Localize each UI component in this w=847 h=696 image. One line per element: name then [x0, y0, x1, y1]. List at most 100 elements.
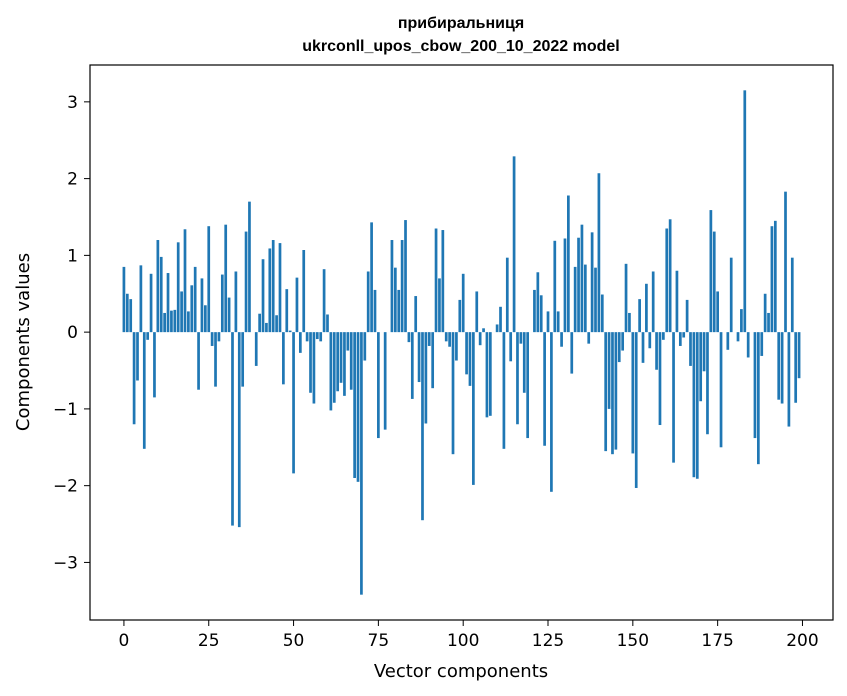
bar-188	[760, 332, 764, 356]
bar-182	[740, 309, 743, 333]
bar-179	[729, 257, 733, 333]
bar-83	[404, 220, 407, 333]
bar-82	[400, 240, 404, 333]
bar-61	[329, 332, 333, 411]
bar-151	[634, 332, 638, 488]
y-axis-label: Components values	[13, 253, 34, 431]
bar-54	[305, 332, 309, 342]
bar-63	[336, 332, 340, 392]
bar-157	[655, 332, 658, 370]
bar-49	[288, 330, 292, 333]
x-tick-label: 0	[119, 631, 130, 651]
bar-189	[763, 293, 767, 333]
bar-144	[611, 332, 614, 455]
bar-9	[153, 332, 156, 398]
bar-116	[516, 332, 519, 425]
bar-74	[373, 289, 377, 333]
bar-166	[685, 299, 689, 333]
bar-115	[512, 156, 516, 333]
bar-18	[183, 229, 187, 333]
bar-23	[200, 278, 204, 333]
bar-52	[298, 332, 302, 353]
bar-122	[536, 272, 540, 333]
bar-150	[631, 332, 635, 454]
bar-118	[522, 332, 526, 393]
x-tick-label: 200	[786, 631, 818, 651]
bar-154	[645, 283, 648, 333]
bar-75	[377, 332, 380, 439]
bar-149	[628, 312, 631, 333]
y-axis-ticks: −3 −2 −1 0 1 2 3	[53, 93, 90, 573]
bar-87	[417, 332, 421, 383]
bar-68	[353, 332, 356, 478]
bar-36	[244, 231, 248, 333]
x-tick-label: 150	[617, 631, 649, 651]
bar-4	[136, 332, 139, 381]
bar-28	[217, 332, 221, 342]
bar-119	[526, 332, 530, 439]
bar-167	[689, 332, 692, 366]
bar-175	[716, 291, 719, 333]
bar-51	[295, 277, 299, 333]
bar-106	[482, 328, 485, 333]
bar-176	[719, 332, 723, 448]
x-axis-ticks: 0 25 50 75 100 125 150 175 200	[119, 620, 819, 651]
bar-58	[319, 332, 323, 342]
bar-132	[570, 332, 574, 374]
bar-1	[125, 293, 129, 333]
bar-21	[193, 266, 197, 333]
bar-22	[197, 332, 200, 390]
bar-12	[163, 312, 166, 333]
bar-16	[176, 242, 180, 333]
bar-88	[421, 332, 424, 521]
bar-181	[736, 332, 740, 342]
bar-102	[468, 332, 472, 386]
bar-64	[339, 332, 343, 383]
x-tick-label: 50	[283, 631, 305, 651]
bar-11	[159, 256, 163, 333]
bar-164	[678, 332, 682, 346]
bar-60	[326, 314, 329, 333]
x-tick-label: 25	[198, 631, 220, 651]
bar-146	[617, 332, 621, 363]
bar-123	[539, 295, 543, 333]
bar-127	[553, 240, 557, 333]
bar-98	[455, 332, 458, 361]
bar-26	[210, 332, 214, 346]
bar-131	[567, 195, 570, 333]
chart-title-line2: ukrconll_upos_cbow_200_10_2022 model	[302, 38, 619, 55]
bar-66	[346, 332, 350, 351]
bar-143	[607, 332, 611, 409]
bar-71	[363, 332, 367, 361]
bar-97	[451, 332, 455, 455]
bar-56	[312, 332, 316, 404]
y-tick-label: 3	[67, 93, 78, 113]
bar-48	[285, 289, 289, 333]
bar-96	[448, 332, 451, 347]
bar-67	[349, 332, 353, 390]
bar-45	[275, 315, 278, 333]
bar-72	[366, 271, 370, 333]
bar-199	[797, 332, 801, 379]
bar-183	[743, 90, 747, 333]
bar-65	[343, 332, 346, 396]
bar-139	[594, 267, 597, 333]
bar-158	[658, 332, 662, 426]
bar-170	[699, 332, 703, 402]
bar-95	[444, 332, 448, 342]
y-tick-label: −1	[53, 400, 78, 420]
bar-93	[438, 278, 441, 333]
bar-104	[475, 291, 479, 333]
bar-25	[207, 226, 211, 333]
bar-107	[485, 332, 489, 418]
bar-46	[278, 243, 282, 333]
bar-32	[231, 332, 234, 526]
bar-40	[258, 313, 261, 333]
bar-10	[156, 240, 160, 333]
bar-73	[370, 222, 373, 333]
bar-59	[322, 269, 326, 333]
bar-53	[302, 250, 306, 333]
bar-169	[695, 332, 699, 479]
bar-55	[309, 332, 312, 393]
bar-44	[271, 240, 275, 333]
